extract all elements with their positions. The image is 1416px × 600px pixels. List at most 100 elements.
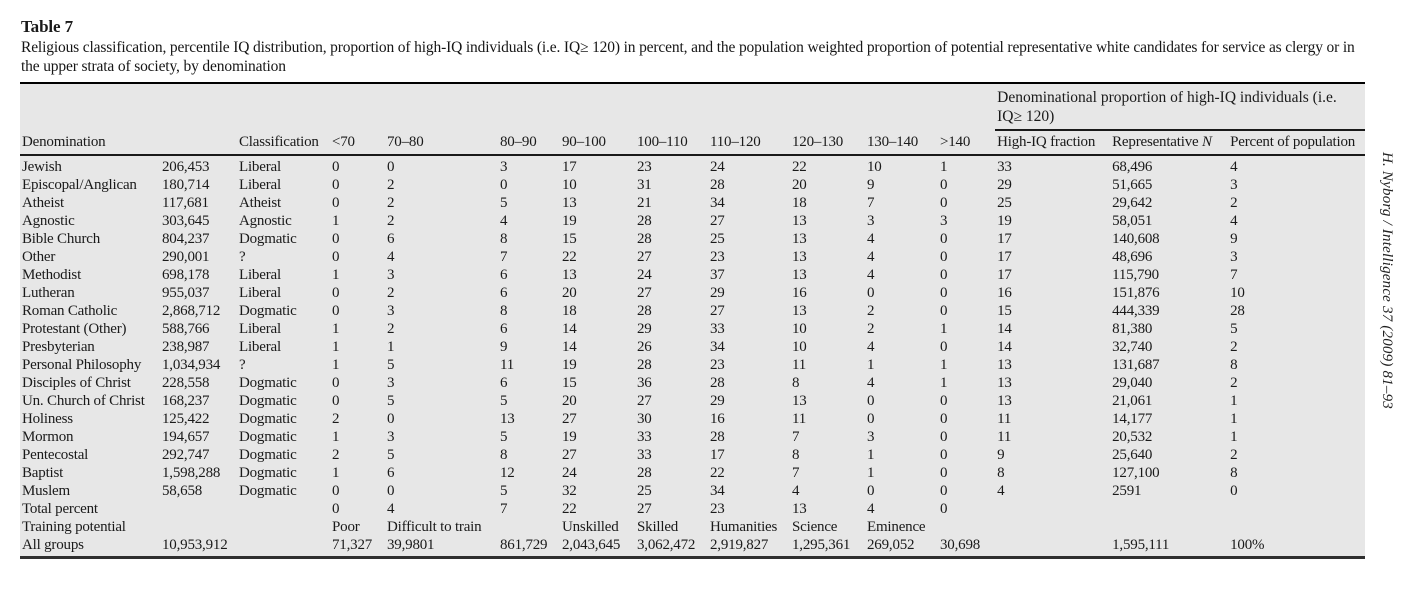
column-header: 120–130 (790, 130, 865, 156)
table-cell: 168,237 (162, 393, 210, 409)
table-cell: 0 (940, 465, 948, 481)
table-cell: 27 (562, 411, 577, 427)
table-cell: 32,740 (1112, 339, 1153, 355)
table-cell: 1 (332, 357, 340, 373)
table-cell: 140,608 (1112, 231, 1160, 247)
table-cell: 0 (940, 285, 948, 301)
table-cell (938, 518, 995, 536)
table-cell: ? (239, 249, 246, 265)
table-cell: 27 (637, 501, 652, 517)
table-cell (1228, 518, 1365, 536)
table-cell: Dogmatic (239, 303, 297, 319)
table-cell: 0 (332, 375, 340, 391)
table-cell: 2 (387, 177, 395, 193)
table-cell: 2 (332, 447, 340, 463)
table-cell: 4 (1230, 159, 1238, 175)
table-cell: 1 (332, 213, 340, 229)
table-cell: 29 (710, 393, 725, 409)
table-cell: Total percent (22, 501, 98, 517)
table-cell: 8 (1230, 357, 1238, 373)
table-cell: 28 (637, 357, 652, 373)
table-cell: 13 (997, 393, 1012, 409)
table-cell: 1 (867, 447, 875, 463)
table-cell: 27 (710, 303, 725, 319)
table-cell: 588,766 (162, 321, 210, 337)
table-cell: 0 (332, 483, 340, 499)
table-row: Agnostic 303,645 Agnostic 1 2 4 19 28 27 13 3 3 19 58… (20, 212, 1365, 230)
table-cell: 11 (792, 357, 807, 373)
table-cell: 1 (940, 159, 948, 175)
table-cell: 26 (637, 339, 652, 355)
table-cell: 4 (387, 249, 395, 265)
table-row: Lutheran 955,037 Liberal 0 2 6 20 27 29 16 0 0 16 151… (20, 284, 1365, 302)
table-cell (160, 518, 237, 536)
table-cell: Training potential (22, 519, 126, 535)
table-cell: 131,687 (1112, 357, 1160, 373)
table-cell: 29,040 (1112, 375, 1153, 391)
table-row: Methodist 698,178 Liberal 1 3 6 13 24 37 13 4 0 17 11… (20, 266, 1365, 284)
table-cell: 32 (562, 483, 577, 499)
table-cell: 10 (562, 177, 577, 193)
table-cell: 0 (387, 411, 395, 427)
table-cell: 22 (792, 159, 807, 175)
table-cell: Liberal (239, 177, 281, 193)
table-cell: 33 (637, 429, 652, 445)
table-cell: 238,987 (162, 339, 210, 355)
table-cell: 2 (867, 303, 875, 319)
table-row: Pentecostal 292,747 Dogmatic 2 5 8 27 33 17 8 1 0 9 2… (20, 446, 1365, 464)
table-cell: Dogmatic (239, 231, 297, 247)
table-cell: 1 (940, 375, 948, 391)
table-cell: 8 (997, 465, 1005, 481)
table-row: Training potential Poor Difficult to train… (20, 518, 1365, 536)
table-cell: 1 (1230, 429, 1238, 445)
table-cell: 25 (637, 483, 652, 499)
table-cell: 0 (940, 411, 948, 427)
table-cell: 2 (387, 321, 395, 337)
table-cell: 2 (332, 411, 340, 427)
table-cell: 4 (867, 249, 875, 265)
table-cell: 7 (1230, 267, 1238, 283)
table-cell: 0 (332, 393, 340, 409)
table-cell: 13 (997, 357, 1012, 373)
table-cell: 4 (997, 483, 1005, 499)
table-cell: 17 (997, 231, 1012, 247)
column-header: 80–90 (498, 130, 560, 156)
table-cell: 16 (710, 411, 725, 427)
table-cell: 206,453 (162, 159, 210, 175)
table-row: Atheist 117,681 Atheist 0 2 5 13 21 34 18 7 0 25 29,6… (20, 194, 1365, 212)
table-cell: 14 (997, 321, 1012, 337)
table-cell: 23 (637, 159, 652, 175)
table-cell: 4 (387, 501, 395, 517)
table-cell: 0 (387, 483, 395, 499)
table-row: Episcopal/Anglican 180,714 Liberal 0 2 0 10 31 2… (20, 176, 1365, 194)
table-cell: 10 (792, 339, 807, 355)
table-cell: 1,595,111 (1112, 537, 1170, 553)
table-cell: 34 (710, 483, 725, 499)
table-cell: 0 (940, 195, 948, 211)
table-cell: Unskilled (562, 519, 619, 535)
table-cell: 5 (500, 195, 508, 211)
table-cell: 0 (332, 177, 340, 193)
table-cell: 2,919,827 (710, 537, 769, 553)
table-cell: 21,061 (1112, 393, 1153, 409)
table-cell: 11 (997, 411, 1012, 427)
table-cell: 22 (562, 249, 577, 265)
table-cell: 9 (1230, 231, 1238, 247)
table-cell: Holiness (22, 411, 73, 427)
table-cell: 29 (997, 177, 1012, 193)
table-cell: 2 (387, 195, 395, 211)
table-cell: 2591 (1112, 483, 1142, 499)
table-row: Holiness 125,422 Dogmatic 2 0 13 27 30 16 11 0 0 11 1… (20, 410, 1365, 428)
table-cell: 13 (997, 375, 1012, 391)
table-cell: 17 (710, 447, 725, 463)
table-cell: 12 (500, 465, 515, 481)
table-cell: 24 (637, 267, 652, 283)
table-cell: Humanities (710, 519, 778, 535)
table-row: All groups 10,953,912 71,327 39,9801 861,729… (20, 536, 1365, 556)
table-cell: 6 (500, 321, 508, 337)
table-cell: 31 (637, 177, 652, 193)
table-cell: Dogmatic (239, 447, 297, 463)
table-cell: 1 (1230, 393, 1238, 409)
column-header: Classification (237, 130, 330, 156)
